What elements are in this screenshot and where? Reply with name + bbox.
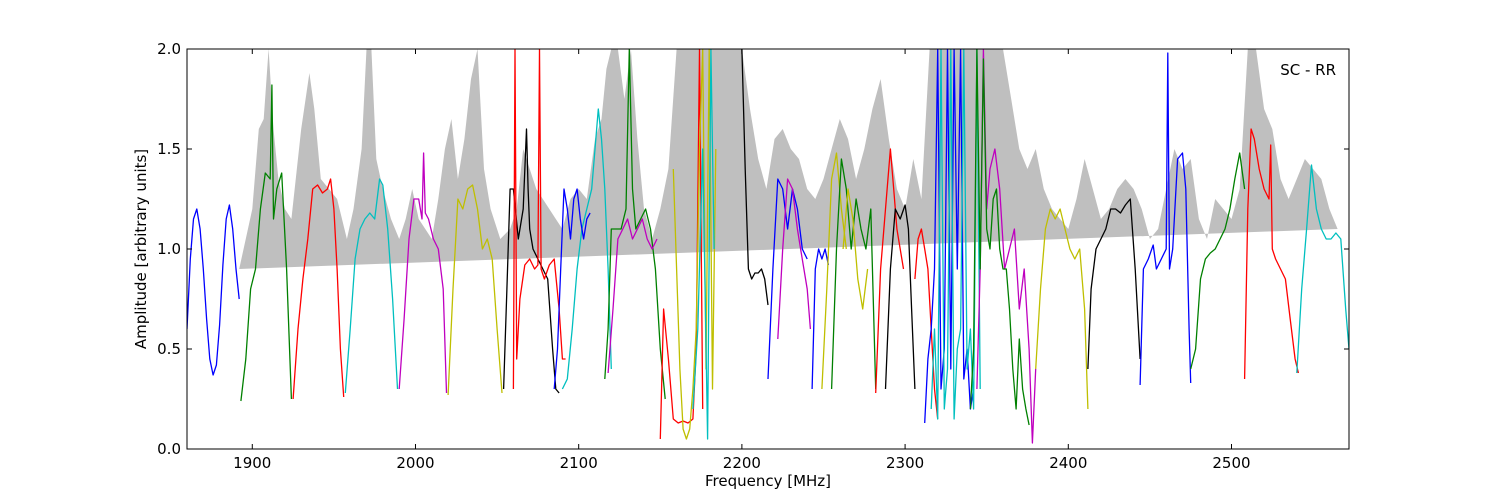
series-line-16 [741, 49, 769, 306]
y-tick-label: 2.0 [157, 40, 181, 58]
series-line-29 [969, 49, 1030, 426]
series-line-19 [811, 248, 830, 390]
x-axis-label: Frequency [MHz] [705, 472, 831, 490]
series-line-32 [1139, 52, 1192, 386]
series-line-30 [1035, 208, 1089, 410]
envelope-band [239, 49, 1338, 269]
series-line-5 [398, 152, 448, 394]
x-tick-label: 2300 [886, 454, 924, 472]
series-line-25 [914, 228, 939, 420]
x-axis-ticks: 1900 2000 2100 2200 2300 2400 2500 [233, 49, 1251, 472]
y-axis-label: Amplitude [arbitrary units] [132, 149, 150, 349]
series-line-14 [672, 49, 717, 440]
y-tick-label: 1.0 [157, 240, 181, 258]
series-line-9 [561, 108, 612, 390]
series-line-18 [777, 178, 812, 340]
series-line-15 [692, 49, 715, 440]
series-line-22 [842, 188, 869, 310]
series-line-12 [607, 218, 658, 374]
series-line-8 [512, 49, 566, 390]
x-tick-label: 2200 [723, 454, 761, 472]
series-line-2 [240, 84, 293, 402]
series-line-4 [344, 178, 399, 394]
y-tick-label: 0.0 [157, 440, 181, 458]
series-line-1 [187, 204, 240, 376]
x-tick-label: 1900 [233, 454, 271, 472]
series-line-31 [1087, 198, 1141, 370]
series-line-33 [1190, 152, 1246, 370]
series-line-6 [447, 184, 503, 396]
data-layer [187, 49, 1349, 444]
chart-annotation: SC - RR [1280, 61, 1336, 79]
series-line-34 [1243, 128, 1300, 380]
series-line-24 [884, 204, 916, 390]
x-tick-label: 2400 [1049, 454, 1087, 472]
series-line-11 [604, 49, 666, 400]
y-tick-label: 1.5 [157, 140, 181, 158]
series-line-10 [553, 188, 591, 390]
series-line-17 [767, 178, 808, 380]
series-line-3 [292, 178, 345, 400]
y-tick-label: 0.5 [157, 340, 181, 358]
series-line-23 [875, 148, 905, 394]
series-line-7 [502, 128, 560, 394]
x-tick-label: 2100 [560, 454, 598, 472]
y-axis-ticks: 0.0 0.5 1.0 1.5 2.0 [157, 40, 1349, 458]
series-line-35 [1296, 164, 1349, 374]
plot-area [186, 48, 1350, 450]
x-tick-label: 2000 [396, 454, 434, 472]
series-line-20 [821, 152, 847, 390]
x-tick-label: 2500 [1212, 454, 1250, 472]
